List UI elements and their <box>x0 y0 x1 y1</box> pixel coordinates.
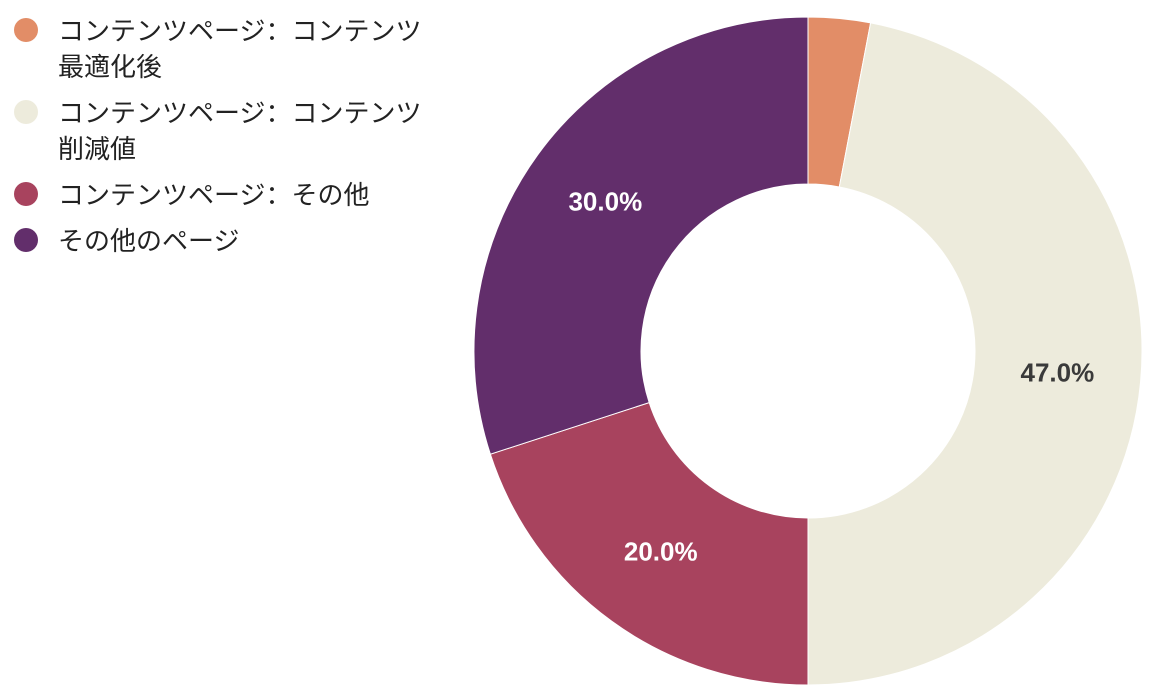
legend-item[interactable]: コンテンツページ：その他 <box>14 178 434 214</box>
donut-slice[interactable] <box>489 401 809 686</box>
donut-slice[interactable] <box>473 16 809 455</box>
legend-swatch <box>14 228 38 252</box>
legend-swatch <box>14 182 38 206</box>
slice-label: 20.0% <box>624 537 698 567</box>
legend-label: コンテンツページ：コンテンツ削減値 <box>58 99 422 165</box>
chart-legend: コンテンツページ：コンテンツ最適化後 コンテンツページ：コンテンツ削減値 コンテ… <box>14 14 434 270</box>
donut-slice[interactable] <box>807 22 1143 686</box>
legend-label: その他のページ <box>58 227 240 257</box>
legend-swatch <box>14 100 38 124</box>
slice-label: 47.0% <box>1021 357 1095 387</box>
slice-label: 30.0% <box>568 187 642 217</box>
legend-swatch <box>14 18 38 42</box>
legend-label: コンテンツページ：コンテンツ最適化後 <box>58 17 422 83</box>
legend-item[interactable]: コンテンツページ：コンテンツ最適化後 <box>14 14 434 86</box>
legend-item[interactable]: コンテンツページ：コンテンツ削減値 <box>14 96 434 168</box>
legend-item[interactable]: その他のページ <box>14 224 434 260</box>
donut-slices <box>473 16 1143 686</box>
legend-label: コンテンツページ：その他 <box>58 181 370 211</box>
donut-slice-labels: 47.0% 20.0% 30.0% <box>568 187 1094 567</box>
